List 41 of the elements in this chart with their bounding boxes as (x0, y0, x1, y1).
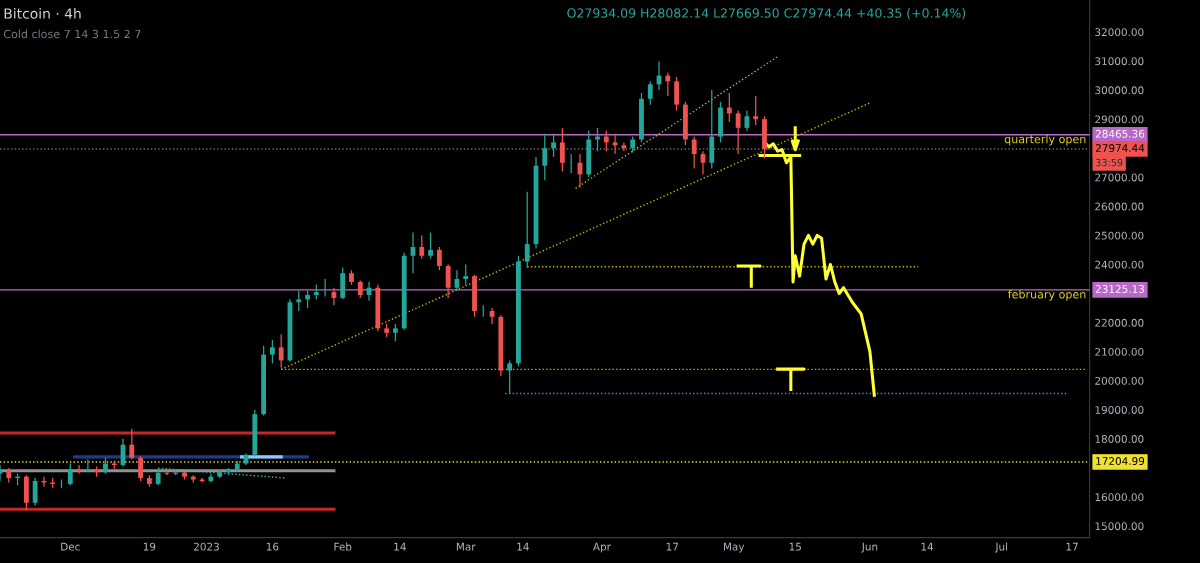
y-tick-label: 15000.00 (1095, 522, 1144, 531)
x-tick-label: Dec (61, 542, 80, 551)
y-tick-label: 27000.00 (1095, 173, 1144, 182)
text: 33:59 (1095, 158, 1123, 167)
y-tick-label: 22000.00 (1095, 318, 1144, 327)
x-tick-label: 2023 (194, 542, 219, 551)
x-tick-label: Apr (592, 542, 611, 553)
x-tick-label: 17 (1066, 542, 1078, 551)
chart-title: Bitcoin · 4h (4, 8, 81, 19)
x-tick-label: Jun (861, 542, 878, 553)
annotation: 17204.99 (1096, 457, 1145, 465)
x-tick-label: 16 (266, 542, 279, 551)
y-tick-label: 18000.00 (1095, 435, 1144, 443)
x-tick-label: 14 (517, 542, 529, 551)
x-tick-label: 19 (143, 542, 156, 551)
y-tick-label: 20000.00 (1095, 376, 1144, 385)
y-tick-label: 26000.00 (1095, 202, 1144, 211)
y-tick-label: 19000.00 (1095, 406, 1144, 414)
y-tick-label: 31000.00 (1095, 57, 1144, 66)
annotation: Cold close 7 14 3 1.5 2 7 (3, 29, 141, 39)
annotation: O27934.09 H28082.14 L27669.50 C27974.44 +40.35 (+0.14%) (567, 8, 966, 20)
y-tick-label: 25000.00 (1095, 231, 1144, 240)
x-tick-label: 14 (921, 542, 934, 551)
ref-line-label: quarterly open (1004, 134, 1086, 146)
y-tick-label: 32000.00 (1095, 28, 1144, 37)
y-tick-label: 30000.00 (1095, 86, 1144, 95)
annotation: 27974.44 (1095, 144, 1145, 152)
x-tick-label: 14 (394, 542, 406, 551)
x-tick-label: 15 (789, 542, 801, 551)
y-tick-label: 24000.00 (1095, 260, 1144, 269)
y-tick-label: 29000.00 (1095, 115, 1144, 124)
x-tick-label: Jul (994, 542, 1008, 553)
x-tick-label: May (723, 542, 745, 553)
annotation: 28465.36 (1095, 129, 1145, 138)
y-tick-label: 16000.00 (1095, 493, 1144, 502)
x-tick-label: 17 (666, 542, 678, 551)
ref-line-label: february open (1007, 289, 1086, 301)
annotation: 23125.13 (1095, 285, 1145, 293)
y-tick-label: 21000.00 (1095, 347, 1144, 356)
x-tick-label: Mar (456, 542, 476, 551)
x-tick-label: Feb (334, 542, 352, 551)
